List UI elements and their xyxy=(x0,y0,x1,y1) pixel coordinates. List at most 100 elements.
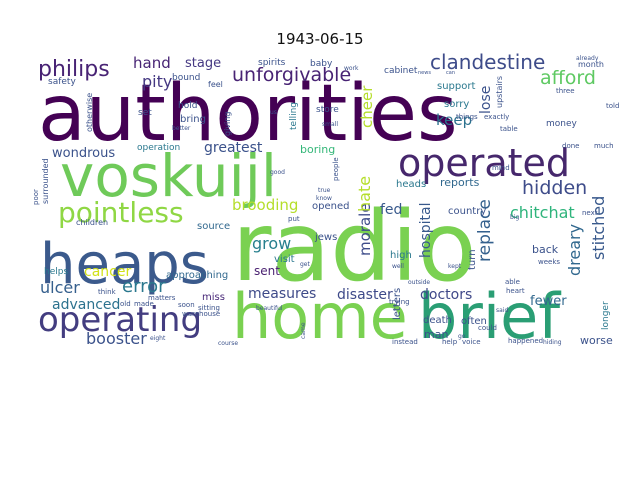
word-error: error xyxy=(122,276,166,297)
word-course: course xyxy=(218,340,238,347)
word-greatest: greatest xyxy=(204,140,263,156)
word-beautiful: beautiful xyxy=(256,305,283,312)
word-otherwise: otherwise xyxy=(85,93,94,132)
word-month: month xyxy=(578,60,604,69)
word-operation: operation xyxy=(137,143,180,153)
word-outside: outside xyxy=(408,279,430,286)
word-already: already xyxy=(576,55,599,62)
word-things: things xyxy=(456,113,478,121)
word-often: often xyxy=(461,316,487,327)
word-big: big xyxy=(510,214,519,221)
word-hidden: hidden xyxy=(522,177,587,199)
word-can: can xyxy=(446,70,455,76)
word-made: made xyxy=(134,300,154,308)
word-weeks: weeks xyxy=(538,258,560,266)
word-people: people xyxy=(332,157,340,181)
word-mind: mind xyxy=(492,164,510,172)
word-operated: operated xyxy=(398,141,570,185)
word-us: us xyxy=(270,109,277,116)
word-old: old xyxy=(120,300,131,308)
word-help: help xyxy=(442,338,458,346)
word-could: could xyxy=(478,324,497,332)
word-work: work xyxy=(344,65,359,72)
word-kept: kept xyxy=(448,263,462,270)
word-safety: safety xyxy=(48,77,76,87)
word-voice: voice xyxy=(462,338,481,346)
word-hospital: hospital xyxy=(418,203,434,258)
word-source: source xyxy=(197,221,230,232)
word-put: put xyxy=(288,215,300,223)
word-fed: fed xyxy=(380,202,402,218)
word-spirits: spirits xyxy=(258,58,286,68)
word-radio: radio xyxy=(232,191,477,303)
word-fewer: fewer xyxy=(530,294,567,309)
word-hand: hand xyxy=(133,54,171,72)
word-eight: eight xyxy=(150,335,166,342)
word-came: came xyxy=(300,322,307,339)
word-back: back xyxy=(532,243,559,256)
word-sitting: sitting xyxy=(198,304,220,312)
word-replace: replace xyxy=(475,199,495,262)
word-table: table xyxy=(500,125,518,133)
word-home: home xyxy=(232,280,408,353)
word-chitchat: chitchat xyxy=(510,203,575,222)
word-clandestine: clandestine xyxy=(430,50,545,74)
word-said: said xyxy=(496,307,508,314)
word-pity: pity xyxy=(142,72,172,91)
word-boring: boring xyxy=(300,143,335,156)
word-happened: happened xyxy=(508,337,543,345)
word-soon: soon xyxy=(178,301,195,309)
word-money: money xyxy=(546,119,578,129)
word-children: children xyxy=(76,218,108,227)
word-high: high xyxy=(390,250,412,261)
word-advanced: advanced xyxy=(52,297,120,313)
word-visit: visit xyxy=(274,254,295,265)
word-heads: heads xyxy=(396,179,426,190)
word-cancer: cancer xyxy=(84,264,131,280)
word-sent: sent xyxy=(254,264,280,278)
word-told: told xyxy=(606,102,619,110)
word-news: news xyxy=(418,70,431,76)
word-wondrous: wondrous xyxy=(52,146,115,161)
word-set: set xyxy=(138,108,152,118)
word-stitched: stitched xyxy=(589,196,608,260)
word-hold: hold xyxy=(178,101,197,111)
word-keep: keep xyxy=(436,111,472,129)
word-surrounded: surrounded xyxy=(41,158,50,204)
word-measures: measures xyxy=(248,286,316,302)
word-able: able xyxy=(505,278,520,286)
word-ulcer: ulcer xyxy=(40,278,80,297)
word-opened: opened xyxy=(312,201,349,212)
word-helps: helps xyxy=(44,267,68,277)
word-giving: giving xyxy=(223,112,232,136)
word-baby: baby xyxy=(310,59,333,69)
word-death: death xyxy=(423,315,452,326)
word-go: go xyxy=(458,333,466,340)
word-cabinet: cabinet xyxy=(384,66,418,76)
word-disaster: disaster xyxy=(337,287,393,303)
word-authorities: authorities xyxy=(38,69,458,159)
word-trying: trying xyxy=(389,298,410,306)
word-pointless: pointless xyxy=(58,196,184,229)
word-worse: worse xyxy=(580,334,613,347)
word-support: support xyxy=(437,81,475,92)
word-small: small xyxy=(322,121,338,128)
word-bound: bound xyxy=(172,73,200,83)
word-telling: telling xyxy=(289,102,299,130)
word-heart: heart xyxy=(506,287,525,295)
word-lose: lose xyxy=(478,86,494,114)
word-afford: afford xyxy=(540,67,596,89)
word-true: true xyxy=(318,187,331,194)
word-dreary: dreary xyxy=(565,224,584,276)
word-bring: bring xyxy=(180,114,206,125)
word-hate: hate xyxy=(355,176,374,212)
word-approaching: approaching xyxy=(166,270,228,281)
word-much: much xyxy=(594,142,614,150)
word-brief: brief xyxy=(418,280,562,353)
word-heaps: heaps xyxy=(40,232,209,297)
word-instead: instead xyxy=(392,338,418,346)
word-know: know xyxy=(316,195,332,202)
word-feel: feel xyxy=(208,80,223,89)
word-country: country xyxy=(448,206,486,217)
